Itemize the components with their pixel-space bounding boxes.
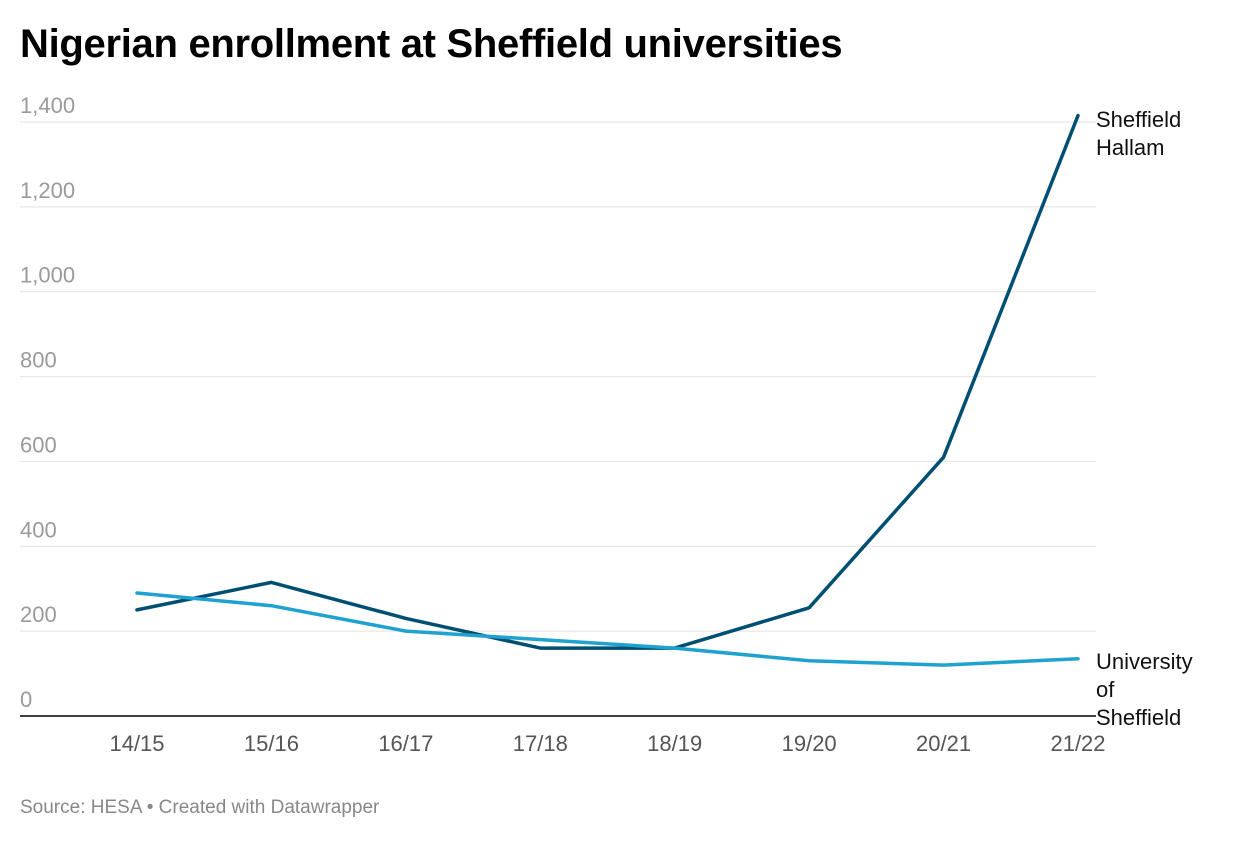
y-tick-label: 400 <box>20 517 57 542</box>
x-tick-label: 21/22 <box>1050 731 1105 756</box>
gridlines <box>20 121 1096 717</box>
footer: Source: HESA • Created with Datawrapper <box>20 797 379 819</box>
x-tick-label: 15/16 <box>244 731 299 756</box>
y-tick-label: 1,200 <box>20 178 75 203</box>
source-text: Source: HESA <box>20 797 142 818</box>
series-lines <box>135 113 1080 667</box>
y-tick-label: 0 <box>20 687 32 712</box>
x-tick-label: 16/17 <box>378 731 433 756</box>
x-tick-label: 18/19 <box>647 731 702 756</box>
y-axis-ticks: 0 200 400 600 800 1,000 1,200 1,400 <box>20 93 75 712</box>
y-tick-label: 1,400 <box>20 93 75 118</box>
chart-title: Nigerian enrollment at Sheffield univers… <box>20 22 843 66</box>
y-tick-label: 800 <box>20 348 57 373</box>
x-tick-label: 17/18 <box>513 731 568 756</box>
series-labels: Sheffield Hallam University of Sheffield <box>1096 107 1193 730</box>
x-tick-label: 19/20 <box>782 731 837 756</box>
x-tick-label: 20/21 <box>916 731 971 756</box>
footer-separator: • <box>141 797 159 818</box>
y-tick-label: 1,000 <box>20 263 75 288</box>
series-end-label: University of Sheffield <box>1096 649 1193 730</box>
series-end-label: Sheffield Hallam <box>1096 107 1181 160</box>
y-tick-label: 200 <box>20 602 57 627</box>
series-line <box>135 113 1080 650</box>
x-tick-label: 14/15 <box>109 731 164 756</box>
x-axis-ticks: 14/15 15/16 16/17 17/18 18/19 19/20 20/21 21/22 <box>109 731 1105 756</box>
credit-text: Created with Datawrapper <box>158 797 380 818</box>
y-tick-label: 600 <box>20 432 57 457</box>
series-line <box>135 591 1080 667</box>
